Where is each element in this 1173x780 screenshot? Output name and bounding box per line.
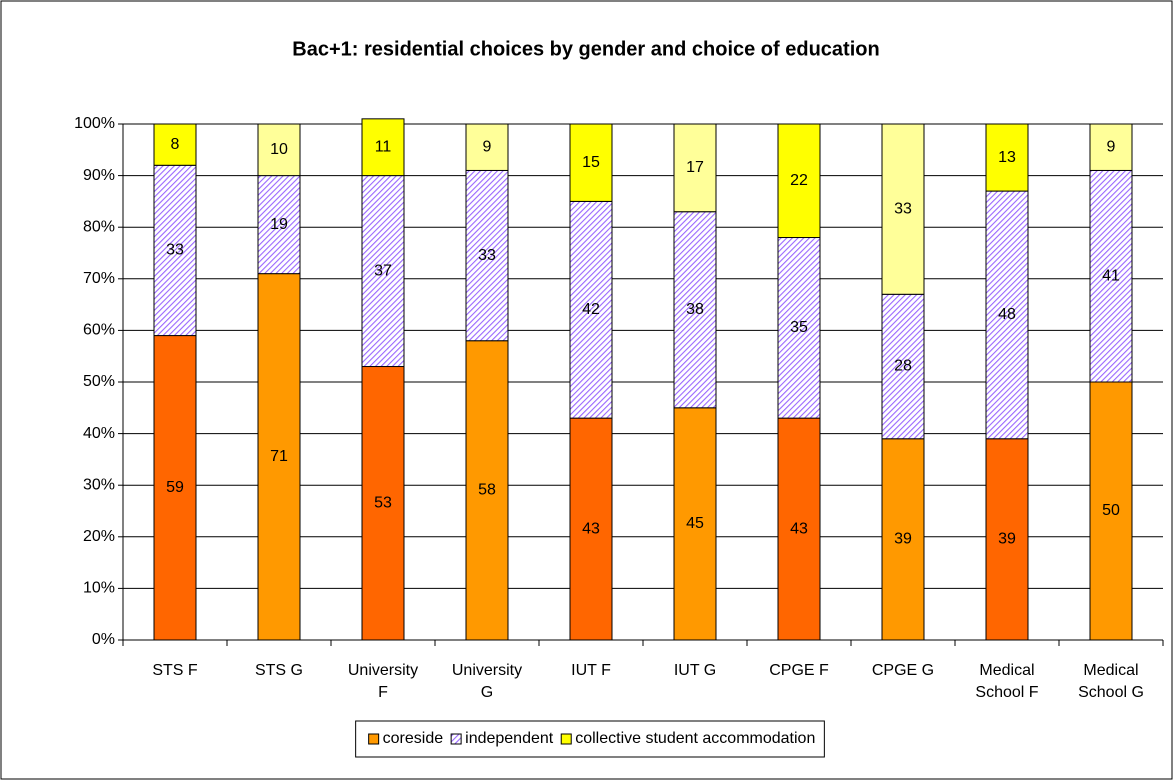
bar-segment	[361, 366, 405, 641]
bar-segment	[257, 273, 301, 641]
x-tick-label: IUT G	[673, 662, 717, 679]
x-tick-label: Medical School F	[975, 662, 1039, 701]
data-label: 22	[790, 172, 808, 189]
bar-segment	[985, 190, 1029, 440]
x-tick-label: STS F	[152, 662, 198, 679]
y-tick-label: 0%	[92, 631, 115, 648]
bar-segment	[777, 237, 821, 419]
data-label: 71	[270, 448, 288, 465]
legend: coreside independent collective student ac…	[355, 720, 825, 758]
data-label: 10	[270, 141, 288, 158]
bar-segment	[881, 123, 925, 295]
data-label: 37	[374, 262, 392, 279]
bar-segment	[153, 335, 197, 641]
y-tick-label: 80%	[83, 218, 115, 235]
bar-segment	[1089, 123, 1133, 171]
legend-label: independent	[465, 730, 554, 747]
x-tick-label: STS G	[254, 662, 303, 679]
data-label: 33	[894, 200, 912, 217]
y-tick-label: 60%	[83, 322, 115, 339]
bar-segment	[361, 118, 405, 177]
data-label: 11	[375, 138, 392, 155]
legend-swatch	[450, 733, 462, 745]
y-tick-label: 30%	[83, 476, 115, 493]
bar-segment	[465, 169, 509, 342]
x-tick-label: CPGE F	[769, 662, 829, 679]
bar-segment	[1089, 381, 1133, 641]
y-tick-label: 100%	[74, 115, 115, 132]
data-label: 43	[790, 520, 808, 537]
bar-segment	[985, 438, 1029, 641]
bar-segment	[673, 123, 717, 213]
bar-segment	[257, 175, 301, 275]
data-label: 43	[582, 520, 600, 537]
data-label: 33	[478, 247, 496, 264]
bar-segment	[257, 123, 301, 177]
y-tick-label: 20%	[83, 528, 115, 545]
y-tick-label: 10%	[83, 580, 115, 597]
data-label: 13	[998, 149, 1016, 166]
bar-segment	[569, 200, 613, 419]
x-tick-label: University G	[451, 662, 523, 701]
data-label: 42	[582, 301, 600, 318]
bar-segment	[777, 123, 821, 239]
y-tick-label: 50%	[83, 373, 115, 390]
bar-segment	[673, 211, 717, 409]
bar-segment	[777, 417, 821, 641]
data-label: 39	[894, 531, 912, 548]
data-label: 38	[686, 301, 704, 318]
legend-swatch	[368, 733, 380, 745]
bar-segment	[153, 123, 197, 166]
data-label: 9	[483, 138, 492, 155]
data-label: 17	[686, 159, 704, 176]
data-label: 33	[166, 242, 184, 259]
x-tick-label: Medical School G	[1078, 662, 1144, 701]
data-label: 28	[894, 358, 912, 375]
bar-segment	[1089, 169, 1133, 383]
bar-segment	[985, 123, 1029, 192]
y-tick-label: 70%	[83, 270, 115, 287]
x-tick-label: IUT F	[571, 662, 611, 679]
legend-label: coreside	[383, 730, 444, 747]
y-tick-label: 40%	[83, 425, 115, 442]
data-label: 58	[478, 482, 496, 499]
x-tick-label: CPGE G	[871, 662, 935, 679]
bar-segment	[465, 123, 509, 171]
legend-label: collective student accommodation	[575, 730, 815, 747]
bar-segment	[569, 123, 613, 202]
bar-segment	[881, 293, 925, 440]
data-label: 41	[1102, 267, 1120, 284]
data-label: 53	[374, 494, 392, 511]
data-label: 9	[1107, 138, 1116, 155]
data-label: 39	[998, 531, 1016, 548]
data-label: 48	[998, 306, 1016, 323]
data-label: 50	[1102, 502, 1120, 519]
data-label: 19	[270, 216, 288, 233]
legend-box	[355, 720, 825, 758]
legend-swatch	[560, 733, 572, 745]
data-label: 59	[166, 479, 184, 496]
chart-title: Bac+1: residential choices by gender and…	[292, 38, 879, 60]
data-label: 15	[582, 154, 600, 171]
data-label: 8	[171, 136, 180, 153]
y-tick-label: 90%	[83, 167, 115, 184]
data-label: 45	[686, 515, 704, 532]
data-label: 35	[790, 319, 808, 336]
x-tick-label: University F	[347, 662, 419, 701]
